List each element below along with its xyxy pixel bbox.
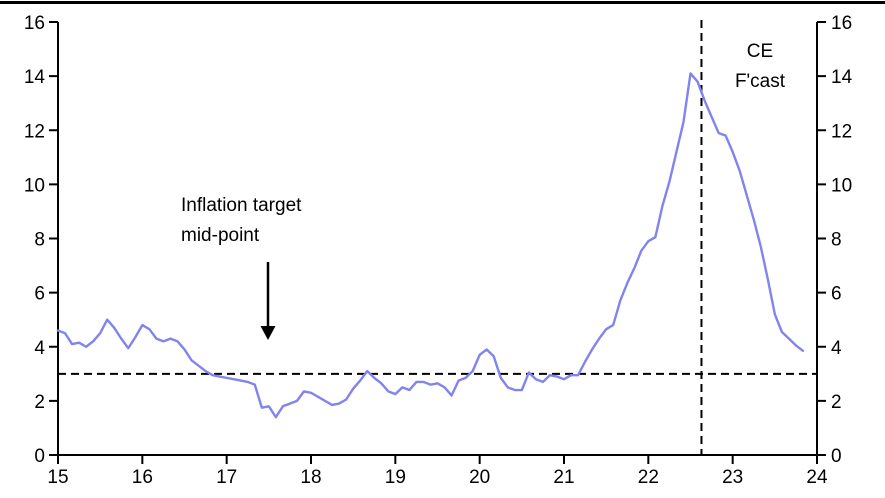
x-tick-label: 21 <box>553 467 574 488</box>
left-tick-label: 8 <box>34 230 45 251</box>
left-tick-label: 6 <box>34 284 45 305</box>
x-tick-label: 16 <box>132 467 153 488</box>
right-tick-label: 2 <box>831 392 842 413</box>
x-tick-label: 23 <box>722 467 743 488</box>
right-tick-label: 8 <box>831 230 842 251</box>
top-border <box>0 1 885 4</box>
x-tick-label: 24 <box>806 467 828 488</box>
left-tick-label: 16 <box>24 13 45 34</box>
right-tick-label: 16 <box>831 13 852 34</box>
forecast-annotation-line2: F'cast <box>735 71 786 92</box>
left-tick-label: 10 <box>24 175 45 196</box>
right-tick-label: 14 <box>831 67 853 88</box>
x-tick-label: 18 <box>300 467 321 488</box>
left-tick-label: 2 <box>34 392 45 413</box>
inflation-series-line <box>56 72 805 419</box>
target-annotation-line1: Inflation target <box>181 195 302 216</box>
right-tick-label: 0 <box>831 446 842 467</box>
x-tick-label: 17 <box>216 467 237 488</box>
left-tick-label: 12 <box>24 121 45 142</box>
target-annotation-line2: mid-point <box>181 225 260 246</box>
right-tick-label: 10 <box>831 175 852 196</box>
x-tick-label: 19 <box>385 467 406 488</box>
left-tick-label: 14 <box>24 67 46 88</box>
left-axis-ticks: 0 2 4 6 8 10 12 14 16 <box>24 13 58 467</box>
right-tick-label: 4 <box>831 338 842 359</box>
left-tick-label: 0 <box>34 446 45 467</box>
right-tick-label: 12 <box>831 121 852 142</box>
x-tick-label: 15 <box>47 467 68 488</box>
x-axis-ticks: 15 16 17 18 19 20 21 22 23 24 <box>47 455 828 488</box>
right-axis-ticks: 0 2 4 6 8 10 12 14 16 <box>817 13 853 467</box>
x-tick-label: 20 <box>469 467 490 488</box>
down-arrow-head-icon <box>260 326 276 340</box>
left-tick-label: 4 <box>34 338 45 359</box>
forecast-annotation-line1: CE <box>747 41 773 62</box>
x-tick-label: 22 <box>638 467 659 488</box>
right-tick-label: 6 <box>831 284 842 305</box>
